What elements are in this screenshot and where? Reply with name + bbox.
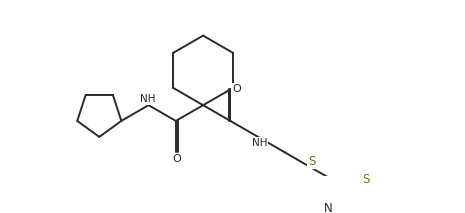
- Text: NH: NH: [252, 138, 267, 148]
- Text: O: O: [232, 84, 241, 94]
- Text: S: S: [362, 173, 369, 186]
- Text: O: O: [173, 154, 181, 164]
- Text: NH: NH: [140, 94, 155, 104]
- Text: N: N: [324, 202, 333, 213]
- Text: S: S: [308, 155, 316, 168]
